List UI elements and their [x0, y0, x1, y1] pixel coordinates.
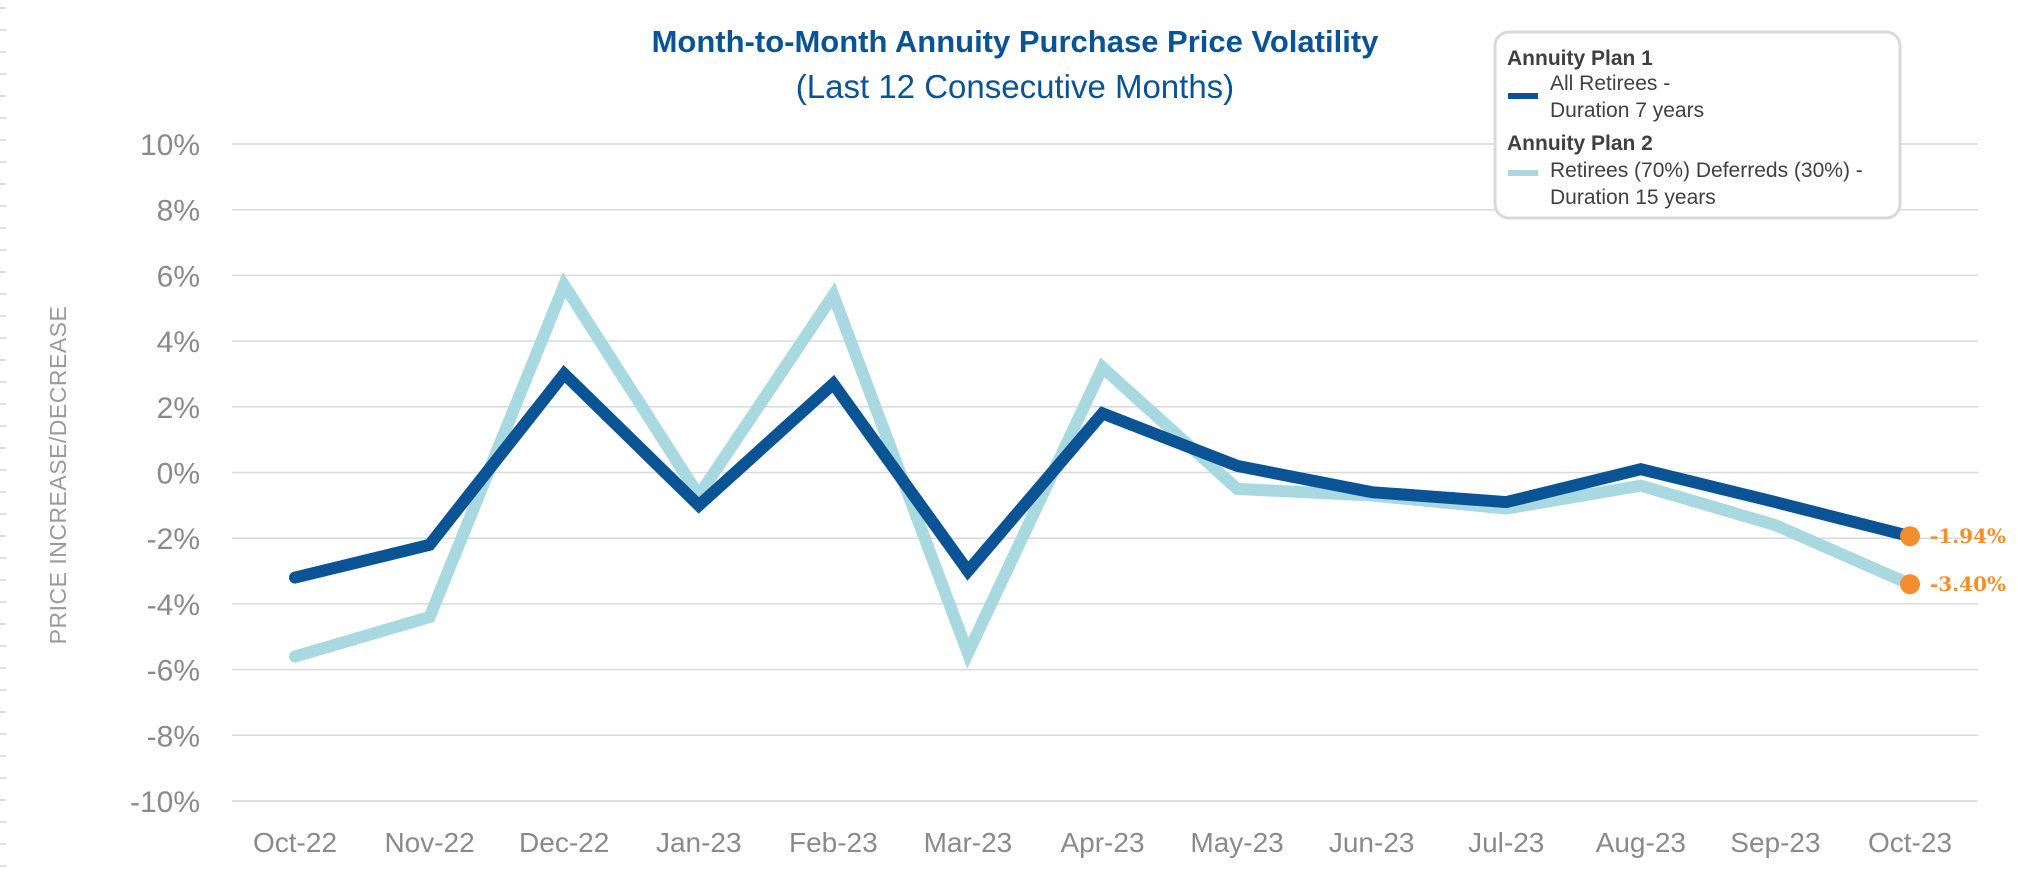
legend: Annuity Plan 1 All Retirees - Duration 7… — [1493, 30, 1902, 220]
x-axis-ticks: Oct-22 Nov-22 Dec-22 Jan-23 Feb-23 Mar-23 Apr-… — [253, 827, 1952, 858]
legend-plan1-desc-1: All Retirees - — [1550, 72, 1670, 95]
x-tick-label: Jun-23 — [1329, 827, 1415, 858]
x-tick-label: Apr-23 — [1060, 827, 1144, 858]
left-edge-tickmarks — [0, 7, 6, 867]
x-tick-label: Jul-23 — [1468, 827, 1544, 858]
y-tick-label: -2% — [147, 523, 200, 556]
x-tick-label: Oct-23 — [1868, 827, 1952, 858]
y-tick-label: 10% — [140, 129, 200, 162]
legend-plan1-name: Annuity Plan 1 — [1507, 47, 1653, 70]
x-tick-label: Feb-23 — [789, 827, 878, 858]
x-tick-label: Sep-23 — [1730, 827, 1820, 858]
series-line-plan1 — [289, 364, 1916, 584]
legend-plan2-name: Annuity Plan 2 — [1507, 132, 1653, 155]
end-label-plan1: -1.94% — [1930, 524, 2006, 548]
end-marker-plan2 — [1900, 574, 1920, 595]
y-tick-label: 2% — [157, 392, 200, 425]
y-tick-label: 6% — [157, 260, 200, 293]
legend-plan1-desc-2: Duration 7 years — [1550, 99, 1704, 122]
chart-subtitle: (Last 12 Consecutive Months) — [796, 68, 1234, 105]
end-markers: -1.94% -3.40% — [1900, 524, 2006, 596]
y-axis-ticks: 10% 8% 6% 4% 2% 0% -2% -4% -6% -8% -10% — [130, 129, 200, 819]
legend-box — [1493, 30, 1902, 220]
y-tick-label: 0% — [157, 458, 200, 491]
chart-title: Month-to-Month Annuity Purchase Price Vo… — [652, 24, 1380, 59]
end-label-plan2: -3.40% — [1930, 572, 2006, 596]
y-tick-label: 4% — [157, 326, 200, 359]
y-tick-label: -6% — [147, 655, 200, 688]
x-tick-label: May-23 — [1190, 827, 1283, 858]
x-tick-label: Dec-22 — [519, 827, 609, 858]
y-tick-label: -4% — [147, 589, 200, 622]
legend-plan2-desc-2: Duration 15 years — [1550, 186, 1716, 209]
x-tick-label: Oct-22 — [253, 827, 337, 858]
x-tick-label: Jan-23 — [656, 827, 742, 858]
legend-plan2-desc-1: Retirees (70%) Deferreds (30%) - — [1550, 159, 1863, 182]
series-line-plan2 — [289, 272, 1916, 669]
y-tick-label: -10% — [130, 786, 200, 819]
x-tick-label: Mar-23 — [924, 827, 1013, 858]
y-tick-label: 8% — [157, 195, 200, 228]
y-tick-label: -8% — [147, 720, 200, 753]
end-marker-plan1 — [1900, 526, 1920, 547]
x-tick-label: Aug-23 — [1596, 827, 1686, 858]
y-axis-label: PRICE INCREASE/DECREASE — [45, 306, 71, 645]
x-tick-label: Nov-22 — [384, 827, 474, 858]
